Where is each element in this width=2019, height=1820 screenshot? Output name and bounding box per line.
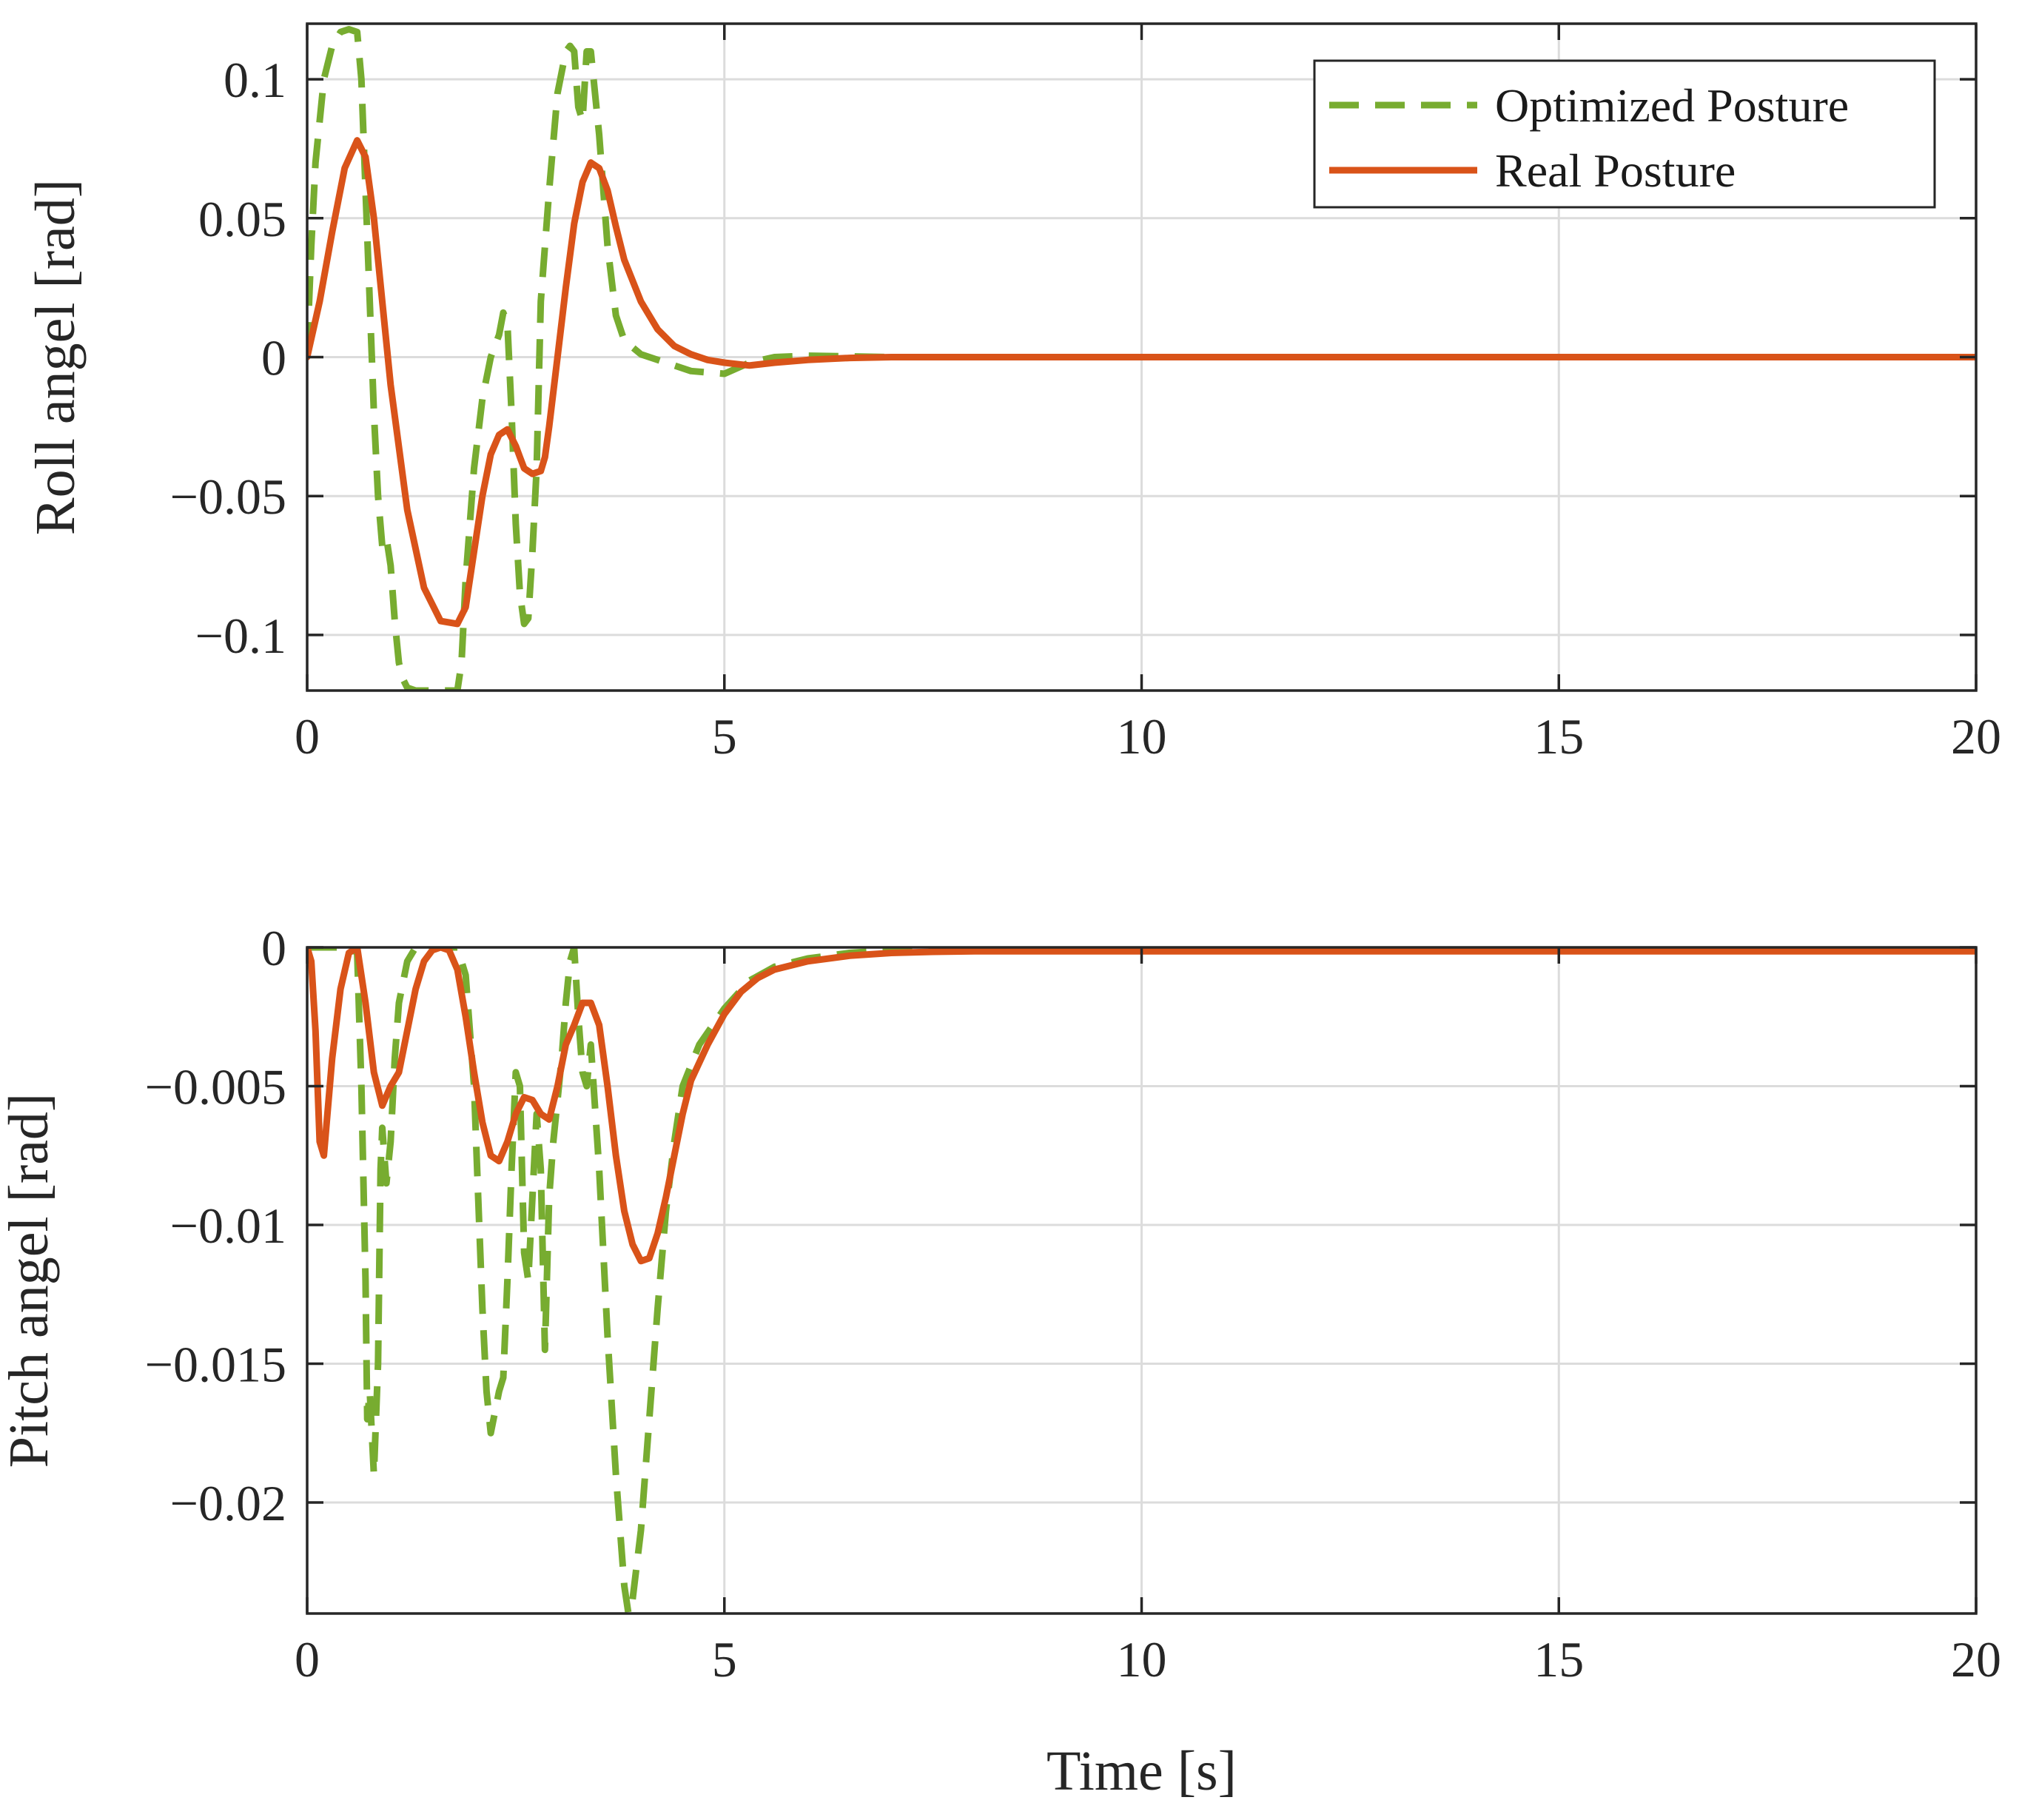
pitch-x-tick-label: 20 [1951,1631,2001,1688]
pitch-y-tick-label: −0.015 [145,1337,286,1393]
legend-box [1313,59,1936,209]
pitch-x-tick-label: 5 [712,1631,737,1688]
pitch-y-tick-label: 0 [261,920,286,976]
pitch-x-tick-label: 0 [295,1631,320,1688]
pitch-x-tick-label: 10 [1117,1631,1167,1688]
roll-x-tick-label: 0 [295,708,320,765]
legend-real-label: Real Posture [1495,144,1736,197]
roll-optimized-posture-line [307,26,1976,691]
pitch-optimized-posture-line [307,947,1976,1614]
roll-y-tick-label: −0.1 [195,608,286,664]
roll-angle-axes: 0 5 10 15 20 −0.1 −0.05 0 0.05 0.1 Roll angel [ra… [24,22,2001,765]
legend-optimized-label: Optimized Posture [1495,79,1849,132]
pitch-y-tick-label: −0.005 [145,1059,286,1115]
pitch-real-posture-line [307,947,1976,1265]
roll-x-tick-label: 5 [712,708,737,765]
roll-series [307,26,1976,691]
roll-x-tick-label: 10 [1117,708,1167,765]
pitch-angle-axes: 0 5 10 15 20 −0.02 −0.015 −0.01 −0.005 0 Pitch an… [0,920,2001,1802]
pitch-y-tick-label: −0.01 [170,1198,286,1254]
roll-y-axis-label: Roll angel [rad] [24,179,87,535]
pitch-series [307,947,1976,1614]
time-x-axis-label: Time [s] [1047,1740,1237,1802]
roll-real-posture-line [307,137,1976,628]
pitch-y-axis-label: Pitch angel [rad] [0,1093,60,1468]
pitch-x-tick-label: 15 [1533,1631,1584,1688]
roll-x-tick-label: 20 [1951,708,2001,765]
roll-x-tick-label: 15 [1533,708,1584,765]
roll-y-tick-label: 0 [261,330,286,386]
pitch-ticks: 0 5 10 15 20 −0.02 −0.015 −0.01 −0.005 0 [145,920,2001,1688]
roll-y-tick-label: 0.1 [224,52,286,108]
pitch-y-tick-label: −0.02 [170,1475,286,1531]
legend: Optimized Posture Real Posture [1313,59,1936,209]
roll-y-tick-label: −0.05 [170,469,286,525]
roll-ticks: 0 5 10 15 20 −0.1 −0.05 0 0.05 0.1 [170,24,2001,765]
roll-y-tick-label: 0.05 [198,191,286,247]
